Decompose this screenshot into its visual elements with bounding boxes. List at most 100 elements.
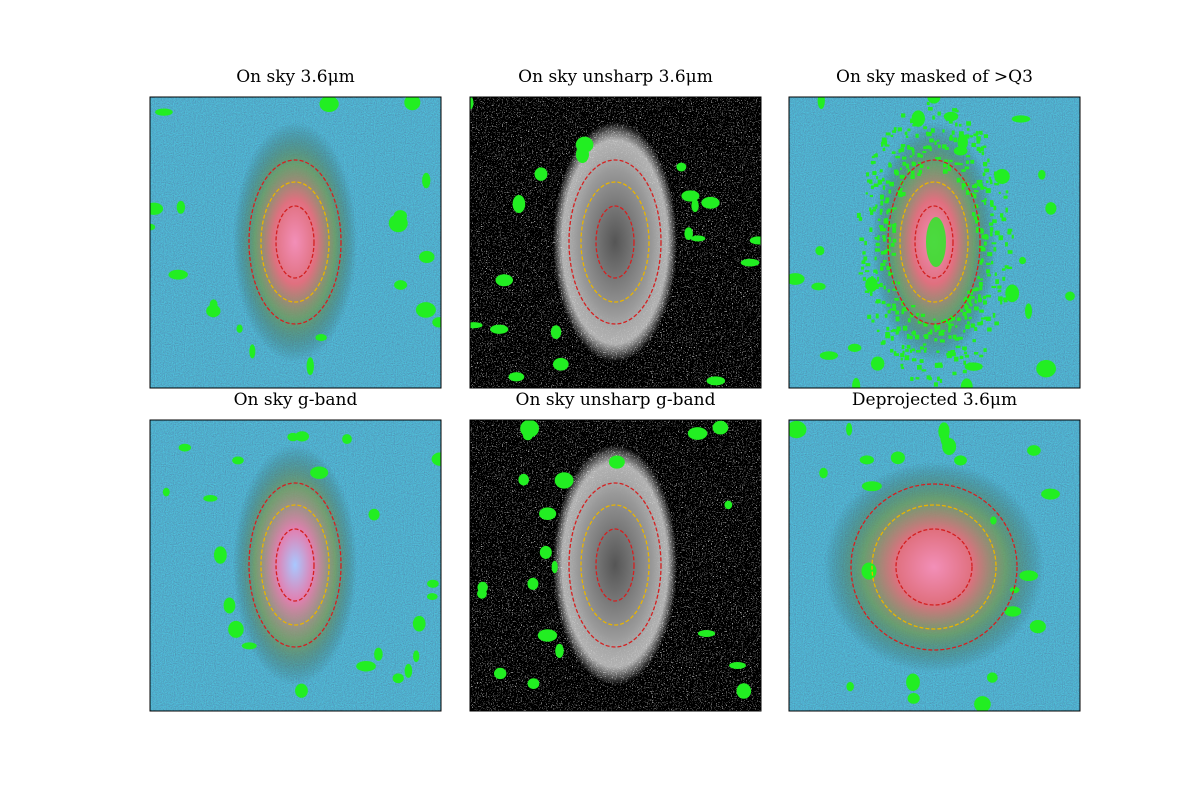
mask-pixel — [978, 281, 983, 287]
mask-pixel — [879, 226, 884, 232]
mask-pixel — [975, 131, 979, 135]
star-mask — [162, 487, 170, 497]
mask-pixel — [963, 329, 966, 333]
mask-pixel — [880, 194, 883, 200]
mask-pixel — [909, 155, 913, 158]
mask-pixel — [979, 286, 983, 291]
panel-frame — [788, 96, 1081, 389]
mask-pixel — [885, 132, 891, 136]
mask-pixel — [895, 330, 899, 335]
mask-pixel — [925, 145, 931, 149]
star-mask — [1045, 202, 1057, 215]
mask-pixel — [902, 307, 908, 312]
mask-pixel — [887, 310, 891, 314]
mask-pixel — [994, 321, 999, 326]
mask-pixel — [933, 323, 937, 329]
mask-pixel — [897, 190, 903, 195]
mask-pixel — [983, 202, 987, 205]
mask-pixel — [900, 192, 906, 196]
star-mask — [865, 277, 878, 292]
mask-pixel — [875, 300, 879, 304]
star-mask — [990, 516, 997, 525]
mask-pixel — [882, 147, 886, 151]
mask-pixel — [961, 185, 965, 190]
mask-pixel — [917, 320, 922, 324]
star-mask — [555, 643, 564, 659]
mask-pixel — [971, 142, 976, 147]
mask-pixel — [882, 185, 886, 190]
star-mask — [815, 245, 825, 256]
mask-pixel — [880, 141, 884, 147]
star-mask — [176, 200, 186, 214]
mask-pixel — [970, 323, 975, 328]
mask-pixel — [907, 128, 911, 132]
mask-pixel — [879, 170, 882, 173]
mask-pixel — [979, 309, 984, 313]
panel-title: On sky g-band — [234, 390, 358, 410]
mask-pixel — [983, 348, 987, 353]
mask-pixel — [961, 182, 967, 187]
mask-pixel — [980, 247, 986, 252]
mask-pixel — [1001, 217, 1007, 222]
panel-title: On sky unsharp 3.6μm — [518, 67, 713, 87]
star-mask — [608, 455, 625, 469]
star-mask — [957, 134, 968, 151]
star-mask — [1029, 619, 1046, 634]
mask-pixel — [902, 325, 908, 331]
mask-pixel — [895, 316, 900, 322]
star-mask — [404, 97, 421, 111]
mask-pixel — [991, 285, 997, 289]
star-mask — [852, 377, 861, 388]
mask-pixel — [955, 345, 961, 349]
star-mask — [470, 97, 474, 110]
star-mask — [508, 372, 525, 382]
mask-pixel — [990, 200, 994, 205]
mask-pixel — [974, 204, 978, 207]
mask-pixel — [934, 362, 940, 368]
mask-pixel — [920, 154, 923, 158]
mask-pixel — [986, 180, 989, 184]
mask-pixel — [983, 134, 988, 139]
isophote — [595, 528, 635, 602]
star-mask — [1004, 606, 1022, 617]
star-mask — [1024, 303, 1033, 319]
mask-pixel — [965, 324, 970, 329]
mask-pixel — [980, 258, 984, 263]
star-mask — [203, 494, 218, 502]
mask-pixel — [904, 131, 908, 135]
mask-pixel — [859, 237, 864, 242]
star-mask — [168, 269, 188, 280]
mask-pixel — [954, 162, 960, 166]
mask-pixel — [992, 219, 997, 224]
mask-pixel — [958, 336, 963, 340]
mask-pixel — [902, 350, 905, 355]
mask-pixel — [972, 184, 978, 189]
mask-pixel — [911, 358, 917, 362]
mask-pixel — [936, 350, 940, 353]
star-mask — [819, 467, 828, 479]
mask-pixel — [869, 227, 873, 233]
mask-pixel — [966, 128, 970, 131]
mask-pixel — [965, 160, 969, 164]
mask-pixel — [865, 263, 871, 267]
mask-pixel — [879, 208, 883, 213]
mask-pixel — [910, 118, 913, 124]
star-mask — [306, 357, 314, 376]
mask-pixel — [934, 140, 937, 146]
star-mask — [495, 274, 513, 287]
mask-pixel — [937, 376, 940, 381]
mask-pixel — [908, 146, 913, 150]
star-mask — [736, 683, 752, 699]
mask-pixel — [929, 138, 934, 143]
mask-pixel — [977, 214, 980, 218]
star-mask — [241, 642, 257, 650]
star-mask — [819, 351, 839, 360]
mask-pixel — [963, 348, 967, 351]
mask-pixel — [923, 322, 928, 327]
star-mask — [906, 673, 920, 692]
mask-pixel — [910, 170, 915, 175]
mask-pixel — [975, 227, 979, 233]
mask-pixel — [872, 209, 876, 212]
mask-pixel — [915, 377, 920, 380]
star-mask — [691, 199, 699, 213]
